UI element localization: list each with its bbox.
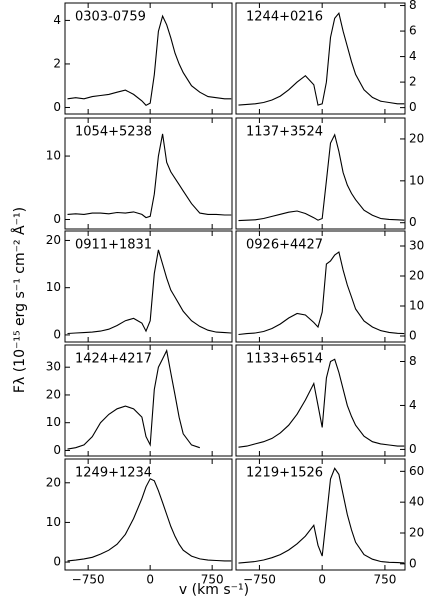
x-tick-label: −750	[243, 573, 276, 587]
y-tick-label: 30	[409, 239, 424, 253]
spectrum-line	[238, 133, 405, 222]
y-tick-label: 2	[53, 56, 61, 70]
spectrum-line	[67, 348, 200, 450]
y-tick-label: 20	[46, 475, 61, 489]
y-tick-label: 0	[53, 555, 61, 569]
y-tick-label: 20	[409, 526, 424, 540]
y-tick-label: 4	[53, 13, 61, 27]
y-tick-label: 4	[409, 398, 417, 412]
panel-frame	[235, 458, 406, 571]
y-tick-label: 4	[409, 49, 417, 63]
spectrum-line	[67, 478, 232, 562]
y-tick-label: 0	[53, 443, 61, 457]
panel-frame	[64, 344, 233, 457]
y-tick-label: 20	[46, 387, 61, 401]
spectrum-line	[238, 251, 405, 336]
y-tick-label: 0	[409, 556, 417, 570]
panel-title: 1133+6514	[246, 352, 323, 367]
panel-title: 1249+1234	[75, 466, 152, 481]
panel-frame	[64, 2, 233, 115]
y-tick-label: 10	[46, 149, 61, 163]
y-tick-label: 0	[409, 442, 417, 456]
y-tick-label: 10	[409, 173, 424, 187]
y-tick-label: 0	[409, 100, 417, 114]
panel-frame	[64, 117, 233, 230]
y-tick-label: 0	[53, 212, 61, 226]
y-axis-label: Fλ (10⁻¹⁵ erg s⁻¹ cm⁻² Å⁻¹)	[11, 207, 28, 393]
y-tick-label: 10	[46, 415, 61, 429]
panel-title: 0303-0759	[75, 10, 146, 25]
x-tick-label: 0	[318, 573, 326, 587]
x-tick-label: 750	[373, 573, 396, 587]
panel-frame	[235, 2, 406, 115]
y-tick-label: 8	[409, 0, 417, 12]
spectrum-line	[67, 133, 232, 219]
y-tick-label: 6	[409, 24, 417, 38]
y-tick-label: 20	[46, 233, 61, 247]
x-tick-label: −750	[72, 573, 105, 587]
y-tick-label: 20	[409, 131, 424, 145]
spectrum-line	[67, 249, 232, 335]
y-tick-label: 10	[46, 515, 61, 529]
spectrum-line	[67, 14, 232, 106]
y-tick-label: 0	[409, 329, 417, 343]
y-tick-label: 10	[409, 299, 424, 313]
y-tick-label: 0	[53, 327, 61, 341]
y-tick-label: 40	[409, 495, 424, 509]
panel-title: 1244+0216	[246, 10, 323, 25]
panel-title: 1424+4217	[75, 352, 152, 367]
panel-title: 1219+1526	[246, 466, 323, 481]
panel-title: 1054+5238	[75, 125, 152, 140]
y-tick-label: 2	[409, 75, 417, 89]
panel-title: 1137+3524	[246, 125, 323, 140]
panel-frame	[235, 344, 406, 457]
spectrum-line	[238, 467, 405, 564]
x-tick-label: 750	[201, 573, 224, 587]
panel-title: 0926+4427	[246, 238, 323, 253]
panel-frame	[64, 230, 233, 343]
y-tick-label: 10	[46, 280, 61, 294]
spectrum-line	[238, 11, 405, 106]
y-tick-label: 8	[409, 354, 417, 368]
panel-frame	[235, 117, 406, 230]
spectrum-line	[238, 358, 405, 448]
y-tick-label: 30	[46, 360, 61, 374]
y-tick-label: 0	[53, 100, 61, 114]
panel-title: 0911+1831	[75, 238, 152, 253]
y-tick-label: 20	[409, 269, 424, 283]
panel-frame	[235, 230, 406, 343]
y-tick-label: 60	[409, 464, 424, 478]
x-axis-label: v (km s⁻¹)	[179, 582, 249, 598]
x-tick-label: 0	[146, 573, 154, 587]
panel-frame	[64, 458, 233, 571]
y-tick-label: 0	[409, 215, 417, 229]
